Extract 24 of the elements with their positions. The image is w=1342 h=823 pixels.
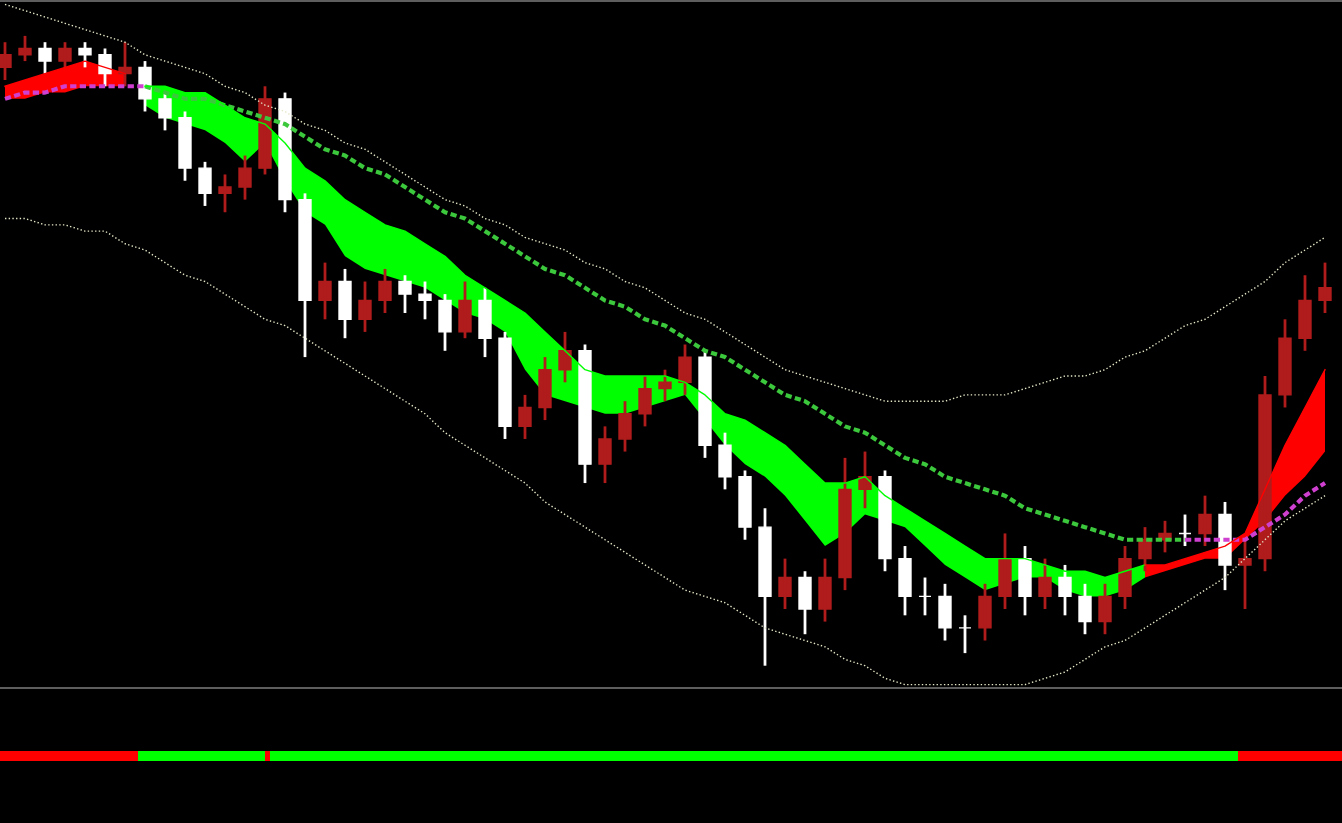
- candlestick: [958, 613, 972, 655]
- candlestick: [438, 292, 452, 353]
- candlestick: [58, 40, 72, 69]
- candlestick: [218, 173, 232, 214]
- candlestick: [38, 40, 52, 76]
- candlestick: [738, 469, 752, 542]
- candlestick: [618, 399, 632, 453]
- candlestick: [758, 506, 772, 668]
- candlestick: [1278, 317, 1292, 409]
- candlestick: [178, 110, 192, 183]
- candlestick: [978, 582, 992, 642]
- candlestick: [458, 280, 472, 340]
- candlestick: [198, 160, 212, 208]
- candlestick: [818, 557, 832, 624]
- candlestick: [1178, 513, 1192, 548]
- candlestick: [1318, 261, 1332, 315]
- candlestick: [798, 569, 812, 636]
- candlestick: [918, 576, 932, 617]
- candlestick: [238, 154, 252, 202]
- candlestick: [298, 191, 312, 359]
- candlestick: [418, 280, 432, 321]
- candlestick: [398, 273, 412, 315]
- candlestick: [598, 424, 612, 485]
- candlestick: [938, 582, 952, 642]
